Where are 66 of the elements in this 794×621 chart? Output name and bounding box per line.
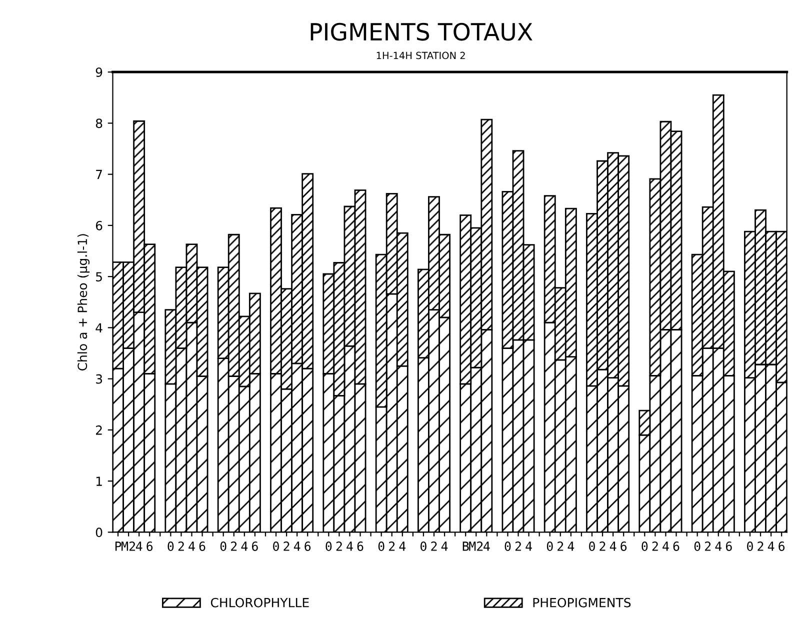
x-tick-label: 4 <box>346 542 353 551</box>
y-tick-label: 9 <box>96 68 102 77</box>
x-tick-label: 6 <box>357 542 364 551</box>
x-tick-label: 2 <box>231 542 237 551</box>
x-tick-label: M2 <box>122 542 136 551</box>
x-tick-label: 0 <box>694 542 700 551</box>
x-tick-label: 0 <box>747 542 753 551</box>
x-tick-label: 0 <box>168 542 174 551</box>
x-tick-label: 0 <box>546 542 553 551</box>
x-tick-label: 0 <box>589 542 595 551</box>
chart-title: PIGMENTS TOTAUX <box>310 22 532 41</box>
x-tick-label: 4 <box>610 542 616 551</box>
legend-label: CHLOROPHYLLE <box>210 598 309 608</box>
x-tick-label: 0 <box>326 542 332 551</box>
x-tick-label: 0 <box>220 542 226 551</box>
x-tick-label: 6 <box>199 542 206 551</box>
x-tick-label: P <box>115 542 122 551</box>
y-tick-label: 3 <box>96 374 102 384</box>
x-tick-label: 4 <box>484 542 490 551</box>
x-tick-label: 6 <box>304 542 311 551</box>
x-tick-label: 0 <box>273 542 279 551</box>
x-tick-label: 0 <box>378 542 384 551</box>
x-tick-label: 2 <box>336 542 342 551</box>
x-tick-label: 6 <box>146 542 153 551</box>
x-tick-label: 4 <box>568 542 574 551</box>
x-tick-label: 0 <box>420 542 426 551</box>
x-tick-label: 6 <box>726 542 732 551</box>
x-tick-label: 6 <box>673 542 680 551</box>
x-tick-label: 2 <box>600 542 606 551</box>
x-tick-label: 2 <box>431 542 437 551</box>
y-tick-label: 8 <box>96 118 102 128</box>
x-tick-label: 6 <box>778 542 785 551</box>
x-tick-label: B <box>462 542 469 551</box>
y-tick-label: 0 <box>96 528 102 538</box>
y-axis-title: Chlo a + Pheo (µg.l-1) <box>77 234 90 370</box>
chart-subtitle: 1H-14H STATION 2 <box>376 52 465 60</box>
x-tick-label: 0 <box>504 542 511 551</box>
x-tick-label: 4 <box>715 542 722 551</box>
x-tick-label: 2 <box>178 542 184 551</box>
x-tick-label: 2 <box>515 542 521 551</box>
x-tick-label: 4 <box>662 542 669 551</box>
x-tick-label: 2 <box>558 542 564 551</box>
y-tick-label: 4 <box>96 323 102 332</box>
y-tick-label: 5 <box>96 272 102 282</box>
x-tick-label: 0 <box>642 542 648 551</box>
x-tick-label: 6 <box>620 542 627 551</box>
legend-label: PHEOPIGMENTS <box>533 598 631 608</box>
x-tick-label: 4 <box>136 542 142 551</box>
x-tick-label: 4 <box>399 542 406 551</box>
y-tick-label: 2 <box>96 425 102 435</box>
x-tick-label: 4 <box>241 542 248 551</box>
x-tick-label: 6 <box>252 542 258 551</box>
x-tick-label: 4 <box>188 542 195 551</box>
x-tick-label: 4 <box>768 542 774 551</box>
x-tick-label: 2 <box>284 542 290 551</box>
x-tick-label: 2 <box>758 542 764 551</box>
y-tick-label: 1 <box>96 476 102 486</box>
x-tick-label: M2 <box>469 542 483 551</box>
y-tick-label: 6 <box>96 220 102 230</box>
x-tick-label: 2 <box>389 542 395 551</box>
x-tick-label: 4 <box>526 542 532 551</box>
x-tick-label: 4 <box>441 542 448 551</box>
y-tick-label: 7 <box>96 170 102 180</box>
x-tick-label: 4 <box>294 542 300 551</box>
x-tick-label: 2 <box>705 542 711 551</box>
x-tick-label: 2 <box>652 542 658 551</box>
